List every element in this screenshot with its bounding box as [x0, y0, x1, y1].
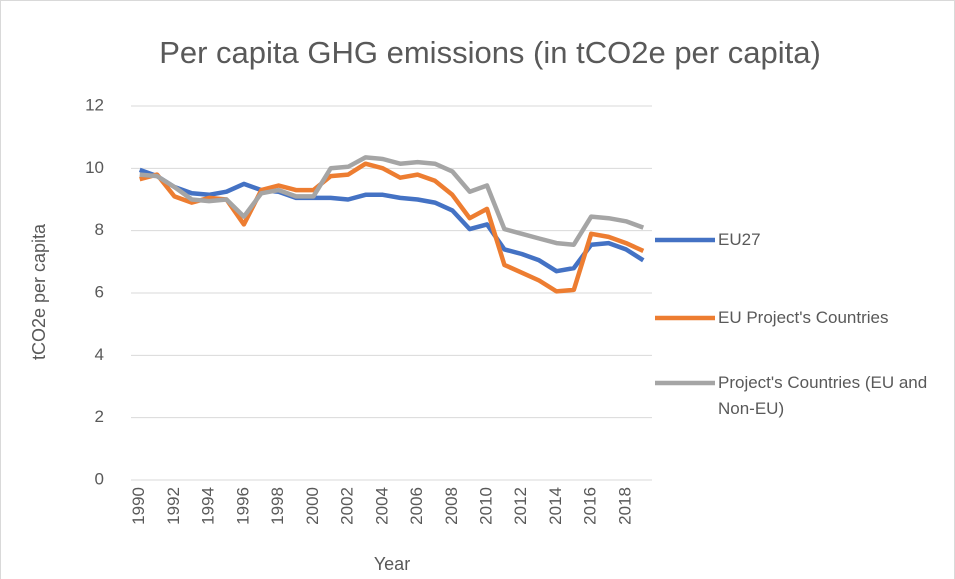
x-tick-label: 1996 [233, 487, 252, 525]
legend-label: EU27 [718, 230, 761, 249]
series-line [138, 167, 645, 274]
x-tick-label: 2010 [477, 487, 496, 525]
x-tick-label: 1990 [129, 487, 148, 525]
x-tick-label: 1998 [268, 487, 287, 525]
y-tick-label: 2 [95, 407, 104, 426]
x-tick-label: 2016 [581, 487, 600, 525]
x-tick-label: 2008 [442, 487, 461, 525]
y-tick-label: 6 [95, 282, 104, 301]
series-line [139, 155, 645, 247]
x-tick-label: 2018 [615, 487, 634, 525]
legend-label: EU Project's Countries [718, 308, 889, 327]
x-tick-label: 2000 [303, 487, 322, 525]
chart-title: Per capita GHG emissions (in tCO2e per c… [159, 35, 821, 70]
x-tick-label: 1994 [199, 487, 218, 525]
y-tick-label: 12 [85, 95, 104, 114]
x-tick-label: 2002 [338, 487, 357, 525]
y-axis-label: tCO2e per capita [29, 223, 49, 360]
y-tick-label: 8 [95, 220, 104, 239]
x-tick-label: 2006 [407, 487, 426, 525]
x-tick-label: 2012 [511, 487, 530, 525]
y-tick-label: 10 [85, 158, 104, 177]
y-tick-label: 0 [95, 469, 104, 488]
x-axis-label: Year [374, 554, 410, 574]
legend-label: Project's Countries (EU and Non-EU) [718, 373, 928, 418]
x-tick-label: 2004 [372, 487, 391, 525]
y-tick-label: 4 [95, 345, 104, 364]
x-tick-label: 2014 [546, 487, 565, 525]
x-tick-label: 1992 [164, 487, 183, 525]
